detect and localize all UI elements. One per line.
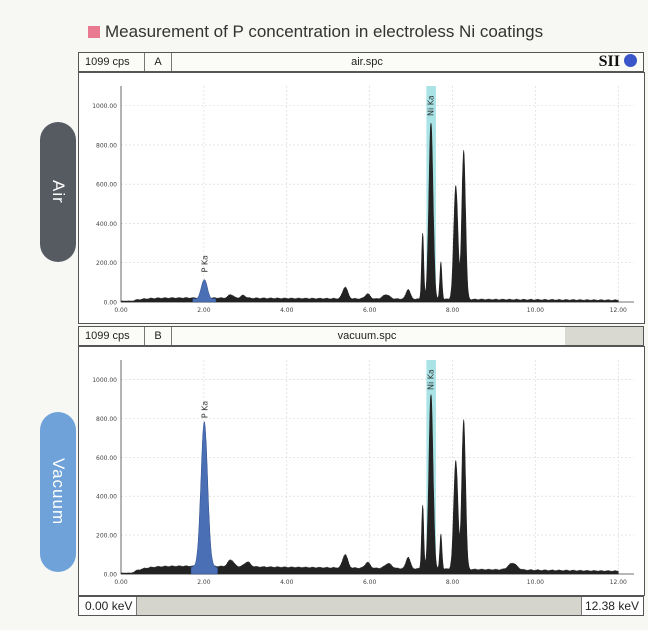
vacuum-spectrum-chart: 0.00 200.00 400.00 600.00 800.00 1000.00 0.00 2… [78,346,645,596]
vacuum-panel-letter: B [145,327,172,345]
vacuum-ytick-label: 800.00 [96,416,117,423]
air-ytick-label: 800.00 [96,142,117,149]
air-ytick-label: 600.00 [96,182,117,189]
vacuum-label-text: Vacuum [49,458,68,526]
air-ytick-label: 1000.00 [92,103,117,110]
air-panel-letter: A [145,53,172,71]
vacuum-header-bar: 1099 cps B vacuum.spc [78,326,644,346]
vacuum-p-ka-label: P Ka [200,401,209,418]
title-text: Measurement of P concentration in electr… [105,22,544,41]
vacuum-p-peak [190,421,218,575]
air-xtick-label: 10.00 [527,307,544,314]
air-label-text: Air [49,180,68,204]
air-spectrum-chart: 0.00 200.00 400.00 600.00 800.00 1000.00 0.00 2… [78,72,645,324]
air-xtick-label: 12.00 [610,307,627,314]
vacuum-ytick-label: 1000.00 [92,377,117,384]
logo-dot-icon [624,54,637,67]
logo-text: SII [598,53,620,70]
air-ytick-label: 0.00 [104,300,118,307]
energy-scale-bar[interactable]: 0.00 keV 12.38 keV [78,596,644,616]
vacuum-file-name: vacuum.spc [337,330,397,342]
vacuum-xtick-label: 10.00 [527,579,544,586]
air-xtick-label: 6.00 [363,307,377,314]
vacuum-xtick-label: 4.00 [280,579,294,586]
vacuum-frame [78,346,645,596]
air-xtick-label: 8.00 [446,307,460,314]
vacuum-ytick-label: 600.00 [96,455,117,462]
air-xtick-label: 4.00 [280,307,294,314]
sii-logo: SII [599,53,637,71]
vacuum-xtick-label: 0.00 [114,579,128,586]
air-frame [78,72,645,324]
vacuum-label-pill: Vacuum [40,412,76,572]
air-xtick-label: 2.00 [197,307,211,314]
air-p-peak [192,279,217,303]
vacuum-xtick-label: 2.00 [197,579,211,586]
vacuum-xtick-label: 12.00 [610,579,627,586]
page-title: Measurement of P concentration in electr… [88,22,543,42]
air-ni-ka-label: Ni Ka [427,95,436,116]
vacuum-ytick-label: 200.00 [96,533,117,540]
air-ytick-label: 400.00 [96,221,117,228]
air-label-pill: Air [40,122,76,262]
vacuum-cps-label: 1099 cps [79,327,145,345]
air-file-name: air.spc [351,56,383,68]
vacuum-ni-ka-label: Ni Ka [427,369,436,390]
header-gray-block [565,327,643,345]
air-header-bar: 1099 cps A air.spc SII [78,52,644,72]
vacuum-xtick-label: 8.00 [446,579,460,586]
air-ytick-label: 200.00 [96,260,117,267]
energy-min-label: 0.00 keV [79,597,137,615]
air-xtick-label: 0.00 [114,307,128,314]
vacuum-ytick-label: 0.00 [104,572,118,579]
vacuum-ytick-label: 400.00 [96,494,117,501]
vacuum-xtick-label: 6.00 [363,579,377,586]
air-p-ka-label: P Ka [200,255,209,272]
air-cps-label: 1099 cps [79,53,145,71]
energy-max-label: 12.38 keV [581,597,643,615]
title-marker [88,26,100,38]
